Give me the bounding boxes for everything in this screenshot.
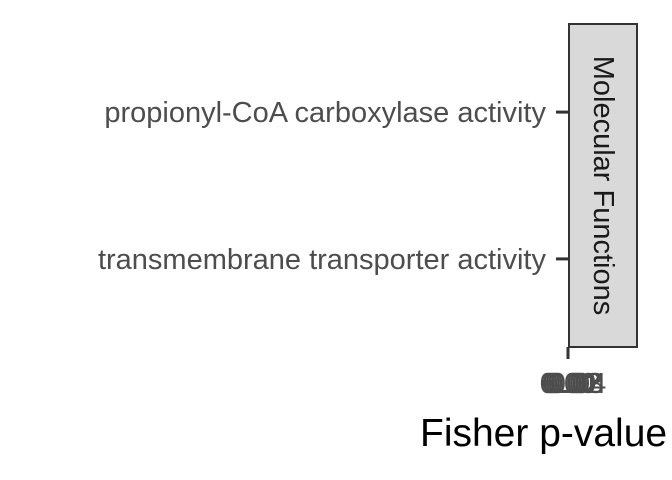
facet-strip-box (568, 23, 638, 348)
y-tick-label: propionyl-CoA carboxylase activity (104, 97, 546, 129)
facet-strip-label: Molecular Functions (587, 56, 619, 316)
x-axis-title: Fisher p-value (420, 412, 667, 455)
x-tick-label: 0.00 (540, 368, 596, 400)
y-tick-label: transmembrane transporter activity (98, 244, 547, 276)
x-axis: 0.000.010.020.030.04 (540, 347, 606, 400)
y-axis: propionyl-CoA carboxylase activity transm… (98, 97, 568, 276)
x-tick-label: 0.03 (547, 368, 603, 400)
facet-strip: Molecular Functions (568, 23, 638, 348)
x-tick-label: 0.02 (545, 368, 601, 400)
x-tick-label: 0.01 (542, 368, 598, 400)
x-tick-label: 0.04 (550, 368, 606, 400)
